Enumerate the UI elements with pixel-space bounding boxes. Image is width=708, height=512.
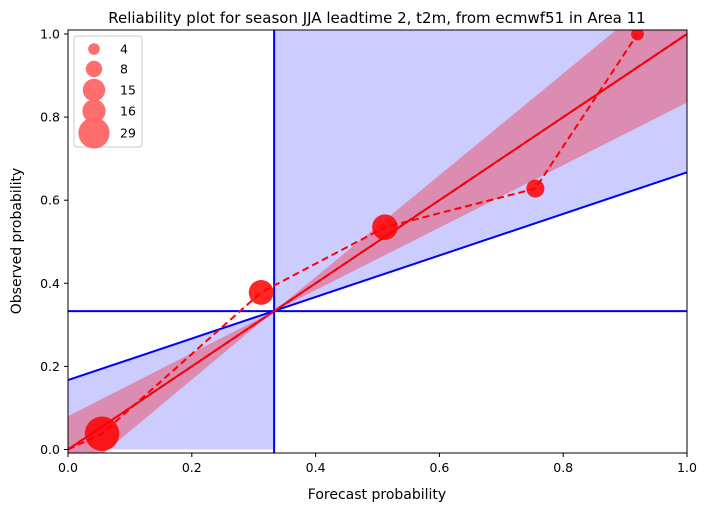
no-skill-line [68, 171, 687, 382]
plot-frame [67, 29, 688, 454]
y-axis-label: Observed probability [9, 168, 25, 315]
x-tick-label: 0.8 [553, 460, 573, 475]
data-point [631, 30, 644, 41]
y-tick-label: 0.8 [40, 110, 60, 125]
legend-label: 4 [120, 42, 128, 57]
legend-marker [82, 78, 106, 102]
legend-label: 8 [120, 62, 128, 77]
axes: 0.0 0.0 0.2 0.2 0.4 0.4 0.6 0.6 0.8 0.8 1.0 1.0 [40, 27, 697, 476]
x-tick-label: 0.6 [429, 460, 449, 475]
legend: 4 8 15 16 29 [73, 35, 143, 149]
legend-label: 29 [120, 126, 136, 141]
legend-label: 16 [120, 104, 136, 119]
legend-marker [85, 60, 103, 78]
data-point [248, 280, 274, 305]
legend-marker [82, 99, 106, 123]
y-tick-label: 0.0 [40, 442, 60, 457]
x-axis-label: Forecast probability [308, 487, 446, 503]
legend-marker [88, 43, 100, 55]
x-tick-label: 0.2 [182, 460, 202, 475]
y-tick-label: 0.2 [40, 359, 60, 374]
x-tick-label: 0.0 [58, 460, 78, 475]
fit-line [68, 33, 687, 451]
x-tick-label: 0.4 [306, 460, 326, 475]
x-tick-label: 1.0 [677, 460, 697, 475]
legend-label: 15 [120, 83, 136, 98]
legend-marker [78, 117, 110, 149]
chart-title: Reliability plot for season JJA leadtime… [108, 9, 645, 27]
data-point [372, 214, 398, 241]
y-tick-label: 1.0 [40, 27, 60, 42]
y-tick-label: 0.6 [40, 193, 60, 208]
data-point [526, 179, 545, 198]
reliability-curve [68, 33, 639, 451]
data-point [84, 416, 120, 451]
plot-area [68, 30, 687, 453]
y-tick-label: 0.4 [40, 276, 60, 291]
